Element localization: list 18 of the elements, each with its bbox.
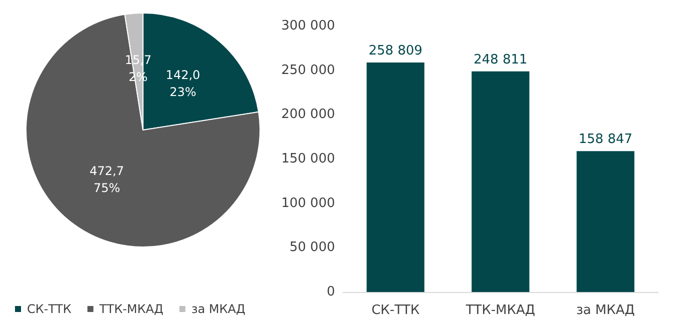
y-tick-label: 0: [326, 284, 335, 300]
x-tick-label: ТТК-МКАД: [464, 303, 536, 318]
bar: [366, 62, 424, 292]
data-label: 248 811: [474, 52, 528, 68]
data-label: 472,7 75%: [90, 164, 124, 196]
data-label: 142,0 23%: [166, 68, 200, 99]
data-label: 158 847: [578, 132, 632, 148]
x-tick-label: за МКАД: [576, 303, 635, 318]
y-tick-label: 150 000: [281, 152, 335, 166]
x-tick-label: СК-ТТК: [371, 303, 420, 318]
bar: [576, 151, 634, 292]
y-tick-label: 300 000: [281, 18, 335, 34]
y-tick-label: 250 000: [281, 62, 335, 78]
y-tick-label: 200 000: [281, 107, 335, 122]
bar: [472, 71, 530, 292]
data-label: 258 809: [368, 44, 422, 59]
y-tick-label: 50 000: [290, 240, 335, 256]
y-tick-label: 100 000: [281, 196, 335, 211]
